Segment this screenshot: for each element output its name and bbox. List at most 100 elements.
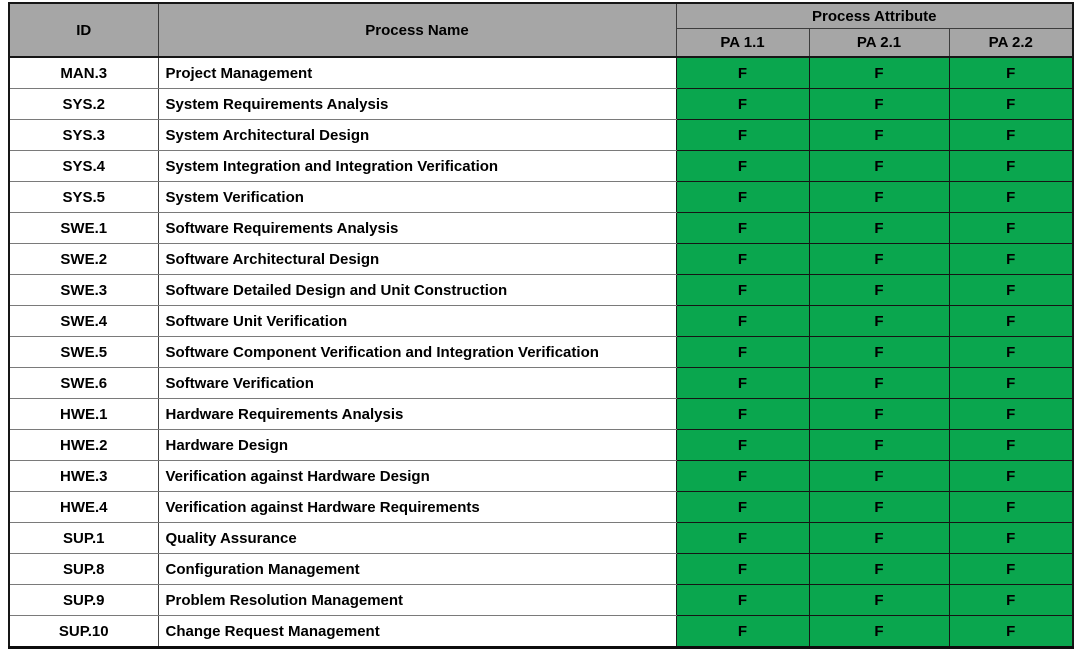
process-name-cell: Configuration Management bbox=[157, 553, 677, 585]
rating-cell: F bbox=[948, 243, 1074, 275]
header-row-top: ID Process Name Process Attribute bbox=[8, 2, 1074, 58]
rating-cell: F bbox=[948, 553, 1074, 585]
rating-cell: F bbox=[808, 615, 950, 648]
table-header: ID Process Name Process Attribute PA 1.1… bbox=[8, 2, 1074, 58]
rating-cell: F bbox=[948, 367, 1074, 399]
rating-cell: F bbox=[675, 305, 810, 337]
process-id-cell: SYS.5 bbox=[8, 181, 159, 213]
rating-cell: F bbox=[948, 429, 1074, 461]
column-header-process-name: Process Name bbox=[157, 2, 677, 58]
table-row: SUP.9 Problem Resolution Management F F F bbox=[8, 584, 1074, 616]
rating-cell: F bbox=[948, 615, 1074, 648]
process-name-cell: Software Verification bbox=[157, 367, 677, 399]
process-id-cell: SUP.9 bbox=[8, 584, 159, 616]
rating-cell: F bbox=[808, 553, 950, 585]
rating-cell: F bbox=[948, 522, 1074, 554]
rating-cell: F bbox=[675, 56, 810, 89]
rating-cell: F bbox=[675, 243, 810, 275]
rating-cell: F bbox=[948, 274, 1074, 306]
process-name-cell: Hardware Design bbox=[157, 429, 677, 461]
rating-cell: F bbox=[808, 398, 950, 430]
rating-cell: F bbox=[675, 522, 810, 554]
rating-cell: F bbox=[675, 429, 810, 461]
process-name-cell: Project Management bbox=[157, 56, 677, 89]
table-row: SUP.1 Quality Assurance F F F bbox=[8, 522, 1074, 554]
process-id-cell: HWE.2 bbox=[8, 429, 159, 461]
process-name-cell: System Architectural Design bbox=[157, 119, 677, 151]
process-name-cell: Quality Assurance bbox=[157, 522, 677, 554]
process-id-cell: HWE.1 bbox=[8, 398, 159, 430]
rating-cell: F bbox=[808, 274, 950, 306]
process-name-cell: Verification against Hardware Design bbox=[157, 460, 677, 492]
rating-cell: F bbox=[948, 56, 1074, 89]
table-row: HWE.4 Verification against Hardware Requi… bbox=[8, 491, 1074, 523]
process-id-cell: SUP.10 bbox=[8, 615, 159, 648]
column-header-pa-1-1: PA 1.1 bbox=[675, 28, 810, 58]
process-id-cell: SYS.2 bbox=[8, 88, 159, 120]
rating-cell: F bbox=[808, 88, 950, 120]
table-row: SWE.2 Software Architectural Design F F F bbox=[8, 243, 1074, 275]
process-id-cell: SUP.8 bbox=[8, 553, 159, 585]
process-id-cell: SYS.4 bbox=[8, 150, 159, 182]
rating-cell: F bbox=[948, 336, 1074, 368]
header-row-sub: PA 1.1 PA 2.1 PA 2.2 bbox=[9, 28, 1074, 58]
process-id-cell: MAN.3 bbox=[8, 56, 159, 89]
rating-cell: F bbox=[675, 584, 810, 616]
process-name-cell: Software Component Verification and Inte… bbox=[157, 336, 677, 368]
rating-cell: F bbox=[675, 553, 810, 585]
table-row: SUP.8 Configuration Management F F F bbox=[8, 553, 1074, 585]
rating-cell: F bbox=[948, 88, 1074, 120]
rating-cell: F bbox=[948, 119, 1074, 151]
process-name-cell: Hardware Requirements Analysis bbox=[157, 398, 677, 430]
column-header-pa-2-1: PA 2.1 bbox=[808, 28, 950, 58]
table-row: SYS.2 System Requirements Analysis F F F bbox=[8, 88, 1074, 120]
table-row: SWE.4 Software Unit Verification F F F bbox=[8, 305, 1074, 337]
column-header-id: ID bbox=[8, 2, 159, 58]
rating-cell: F bbox=[675, 88, 810, 120]
rating-cell: F bbox=[808, 491, 950, 523]
rating-cell: F bbox=[675, 336, 810, 368]
process-id-cell: HWE.4 bbox=[8, 491, 159, 523]
rating-cell: F bbox=[675, 615, 810, 648]
process-id-cell: SUP.1 bbox=[8, 522, 159, 554]
rating-cell: F bbox=[675, 119, 810, 151]
rating-cell: F bbox=[948, 181, 1074, 213]
table-row: SWE.5 Software Component Verification and… bbox=[8, 336, 1074, 368]
rating-cell: F bbox=[808, 522, 950, 554]
rating-cell: F bbox=[808, 460, 950, 492]
rating-cell: F bbox=[808, 305, 950, 337]
process-id-cell: SWE.3 bbox=[8, 274, 159, 306]
rating-cell: F bbox=[948, 212, 1074, 244]
table-row: HWE.1 Hardware Requirements Analysis F F F bbox=[8, 398, 1074, 430]
process-name-cell: Software Detailed Design and Unit Constr… bbox=[157, 274, 677, 306]
table-row: HWE.2 Hardware Design F F F bbox=[8, 429, 1074, 461]
rating-cell: F bbox=[808, 56, 950, 89]
rating-cell: F bbox=[675, 212, 810, 244]
table-row: MAN.3 Project Management F F F bbox=[8, 56, 1074, 89]
process-name-cell: Software Requirements Analysis bbox=[157, 212, 677, 244]
rating-cell: F bbox=[948, 150, 1074, 182]
rating-cell: F bbox=[675, 460, 810, 492]
process-assessment-table: ID Process Name Process Attribute PA 1.1… bbox=[8, 2, 1075, 649]
process-id-cell: SYS.3 bbox=[8, 119, 159, 151]
rating-cell: F bbox=[675, 491, 810, 523]
rating-cell: F bbox=[948, 398, 1074, 430]
column-header-process-attribute: Process Attribute bbox=[675, 2, 1074, 29]
rating-cell: F bbox=[808, 243, 950, 275]
table-row: SUP.10 Change Request Management F F F bbox=[8, 615, 1074, 648]
rating-cell: F bbox=[808, 336, 950, 368]
rating-cell: F bbox=[808, 150, 950, 182]
process-name-cell: Software Architectural Design bbox=[157, 243, 677, 275]
process-id-cell: SWE.5 bbox=[8, 336, 159, 368]
process-name-cell: Problem Resolution Management bbox=[157, 584, 677, 616]
column-header-pa-2-2: PA 2.2 bbox=[948, 28, 1074, 58]
process-name-cell: System Verification bbox=[157, 181, 677, 213]
rating-cell: F bbox=[948, 584, 1074, 616]
process-name-cell: Change Request Management bbox=[157, 615, 677, 648]
rating-cell: F bbox=[808, 181, 950, 213]
process-id-cell: SWE.6 bbox=[8, 367, 159, 399]
table-row: SWE.3 Software Detailed Design and Unit C… bbox=[8, 274, 1074, 306]
rating-cell: F bbox=[808, 367, 950, 399]
table-row: HWE.3 Verification against Hardware Desig… bbox=[8, 460, 1074, 492]
rating-cell: F bbox=[808, 119, 950, 151]
